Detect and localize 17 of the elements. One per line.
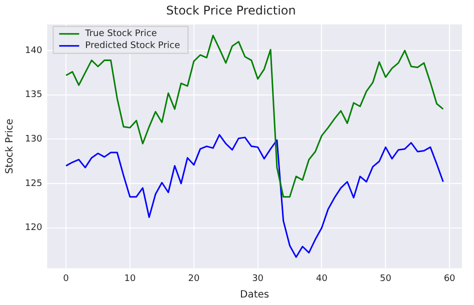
x-tick-label: 0 xyxy=(63,274,70,284)
x-tick-label: 60 xyxy=(444,274,456,284)
y-tick-label: 130 xyxy=(24,134,42,145)
legend-label: Predicted Stock Price xyxy=(85,41,180,52)
y-tick-label: 135 xyxy=(24,90,42,100)
x-axis-title: Dates xyxy=(240,290,270,301)
chart-title: Stock Price Prediction xyxy=(166,3,296,18)
legend-label: True Stock Price xyxy=(84,29,158,40)
x-tick-label: 10 xyxy=(124,274,136,284)
y-axis-title: Stock Price xyxy=(4,118,16,174)
y-tick-label: 140 xyxy=(24,46,42,56)
y-tick-label: 120 xyxy=(24,223,42,234)
x-tick-label: 40 xyxy=(316,274,328,284)
x-tick-label: 20 xyxy=(188,274,200,284)
x-tick-label: 30 xyxy=(252,274,264,284)
x-tick-label: 50 xyxy=(380,274,392,284)
y-tick-label: 125 xyxy=(24,178,42,189)
